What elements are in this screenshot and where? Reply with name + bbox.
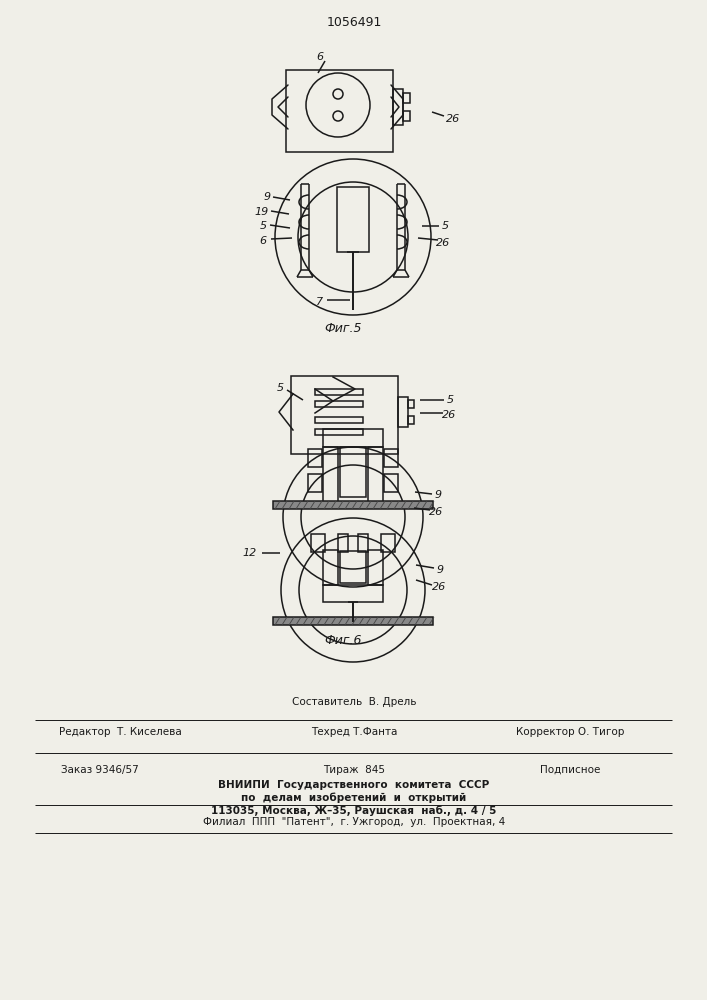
Text: 12: 12 [243,548,257,558]
Bar [408,400,414,408]
Text: 5: 5 [259,221,267,231]
Text: 5: 5 [276,383,284,393]
Bar [368,550,383,585]
Text: 26: 26 [446,114,460,124]
Text: 9: 9 [264,192,271,202]
Text: Корректор О. Тигор: Корректор О. Тигор [516,727,624,737]
Bar [286,70,393,152]
Bar [408,416,414,424]
Text: Составитель  В. Дрель: Составитель В. Дрель [292,697,416,707]
Text: 26: 26 [429,507,443,517]
Bar [315,401,363,407]
Text: Фиг.5: Фиг.5 [325,322,362,334]
Text: 5: 5 [446,395,454,405]
Text: Тираж  845: Тираж 845 [323,765,385,775]
Bar [358,534,368,552]
Text: ВНИИПИ  Государственного  комитета  СССР: ВНИИПИ Государственного комитета СССР [218,780,490,790]
Text: 5: 5 [441,221,448,231]
Text: 26: 26 [442,410,456,420]
Bar [311,534,325,552]
Bar [315,389,363,395]
Text: Подписное: Подписное [540,765,600,775]
Text: по  делам  изобретений  и  открытий: по делам изобретений и открытий [241,793,467,803]
Bar [403,111,410,121]
Text: 19: 19 [255,207,269,217]
Bar [323,447,338,507]
Text: Техред Т.Фанта: Техред Т.Фанта [311,727,397,737]
Bar [340,447,366,497]
Bar [340,551,366,583]
Text: 26: 26 [432,582,446,592]
Text: Фиг.6: Фиг.6 [325,634,362,647]
Text: 7: 7 [317,297,324,307]
Text: 6: 6 [259,236,267,246]
Bar [315,429,363,435]
Text: 113035, Москва, Ж–35, Раушская  наб., д. 4 / 5: 113035, Москва, Ж–35, Раушская наб., д. … [211,806,497,816]
Bar [323,550,338,585]
Text: 1056491: 1056491 [327,15,382,28]
Bar [393,89,403,125]
Bar [337,187,369,252]
Bar [368,447,383,507]
Text: 6: 6 [317,52,324,62]
Bar [315,417,363,423]
Bar [323,429,383,447]
Bar [398,397,408,427]
Bar [291,376,398,454]
Bar [384,474,398,492]
Bar [308,449,322,467]
Text: 9: 9 [436,565,443,575]
Bar [308,474,322,492]
Bar [381,534,395,552]
Text: Филиал  ППП  "Патент",  г. Ужгород,  ул.  Проектная, 4: Филиал ППП "Патент", г. Ужгород, ул. Про… [203,817,505,827]
Bar [273,501,433,509]
Bar [403,93,410,103]
Text: 26: 26 [436,238,450,248]
Text: Редактор  Т. Киселева: Редактор Т. Киселева [59,727,182,737]
Bar [273,617,433,625]
Bar [323,585,383,602]
Bar [384,449,398,467]
Bar [338,534,348,552]
Text: 9: 9 [434,490,442,500]
Text: Заказ 9346/57: Заказ 9346/57 [61,765,139,775]
